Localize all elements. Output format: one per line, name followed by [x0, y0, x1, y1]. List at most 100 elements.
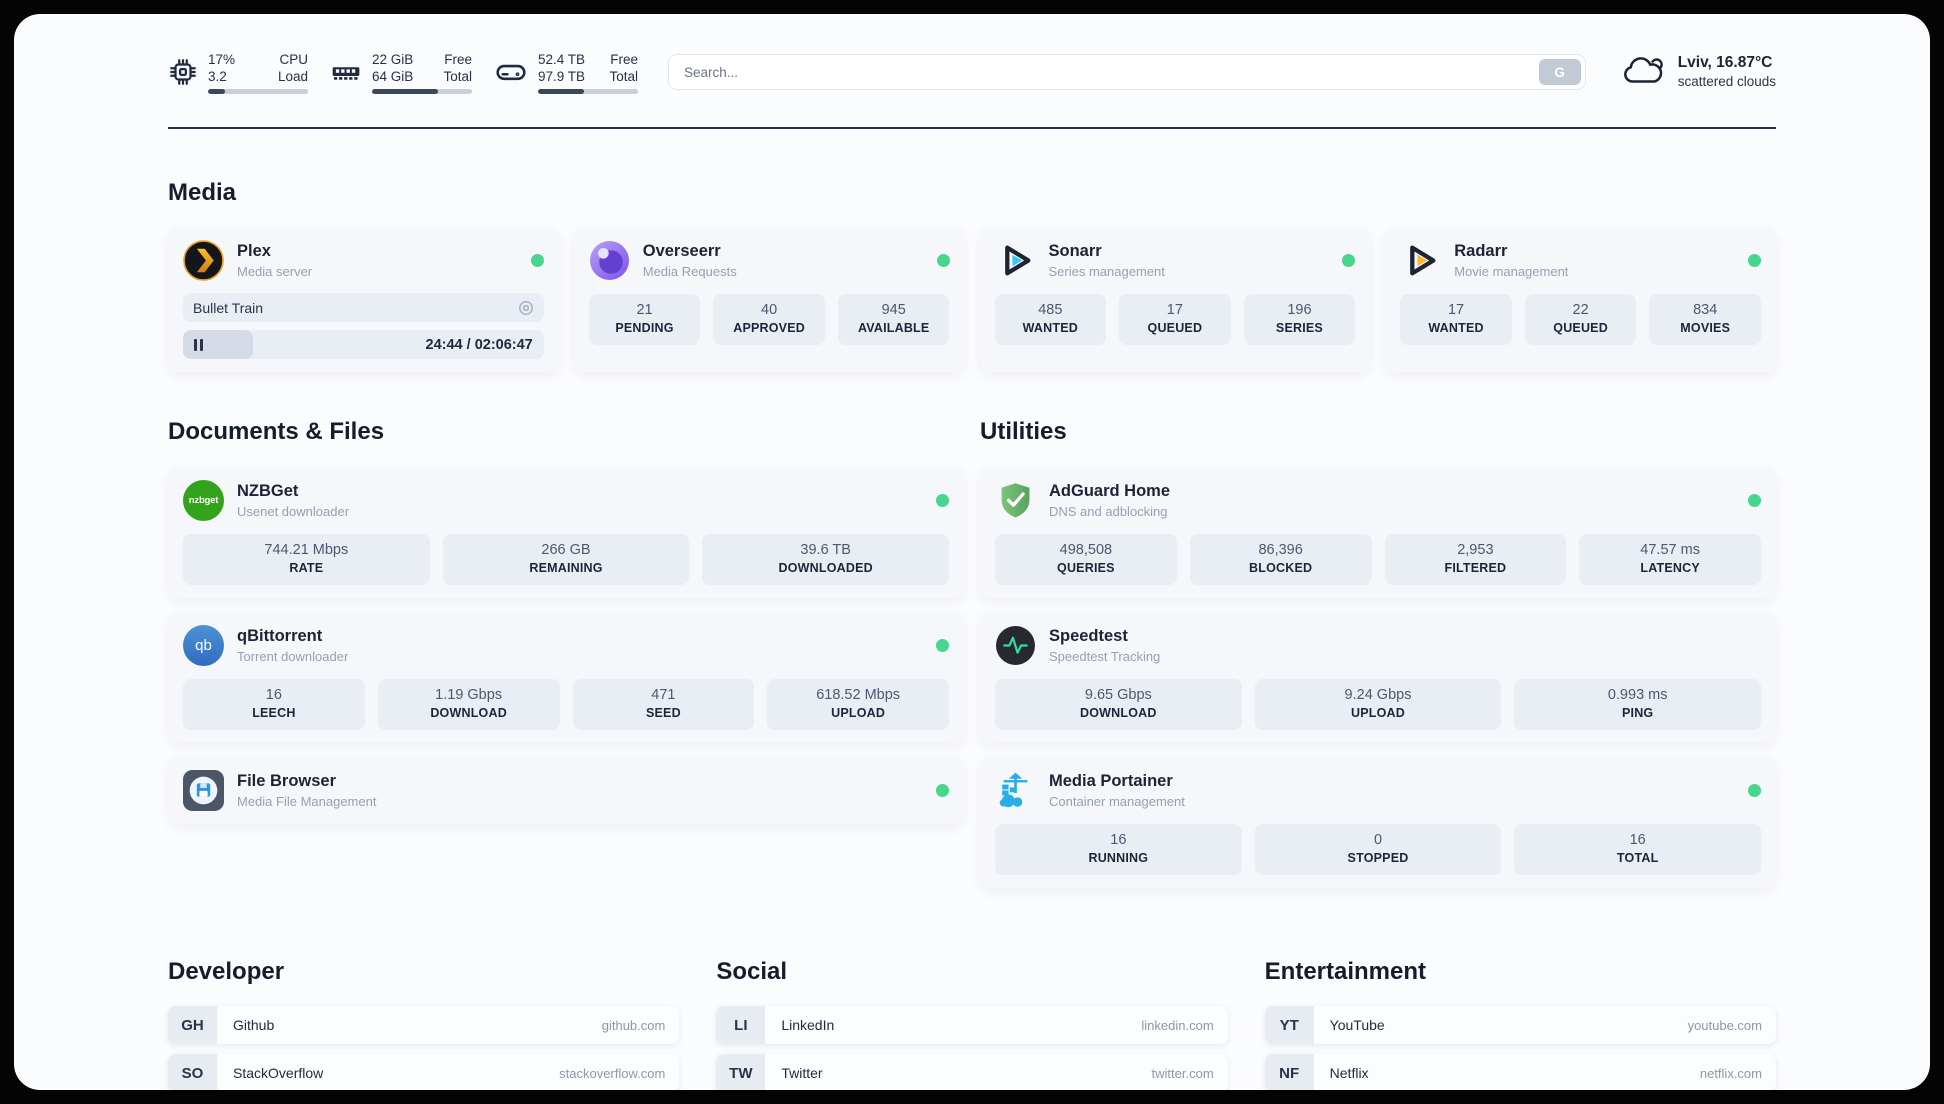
stat-label: REMAINING	[529, 561, 603, 575]
pause-icon[interactable]	[194, 338, 204, 351]
stat-box: 0 STOPPED	[1254, 824, 1502, 875]
plex-icon	[183, 240, 224, 281]
app-card-portainer[interactable]: Media Portainer Container management 16 …	[980, 757, 1776, 888]
stat-label: RATE	[289, 561, 324, 575]
bookmark-twitter[interactable]: TW Twitter twitter.com	[716, 1054, 1228, 1090]
stat-value: 0.993 ms	[1607, 687, 1668, 703]
app-subtitle: Series management	[1048, 264, 1165, 279]
app-title: qBittorrent	[237, 627, 323, 645]
bookmark-youtube[interactable]: YT YouTube youtube.com	[1264, 1006, 1776, 1044]
stat-value: 16	[1629, 832, 1646, 848]
system-stats: 17% CPU 3.2 Load	[168, 51, 638, 94]
bookmark-stackoverflow[interactable]: SO StackOverflow stackoverflow.com	[168, 1054, 680, 1090]
app-card-overseerr[interactable]: Overseerr Media Requests 21 PENDING 40 A…	[573, 227, 965, 372]
stat-label: QUERIES	[1057, 561, 1115, 575]
playback-progress-row: 24:44 / 02:06:47	[183, 330, 544, 359]
app-card-qbittorrent[interactable]: qb qBittorrent Torrent downloader 16 LEE…	[168, 612, 964, 743]
app-card-radarr[interactable]: Radarr Movie management 17 WANTED 22 QUE…	[1385, 227, 1776, 372]
stat-value: 22	[1572, 302, 1589, 318]
stat-label: APPROVED	[733, 321, 805, 335]
stat-box: 0.993 ms PING	[1514, 679, 1762, 730]
adguard-icon	[995, 480, 1036, 521]
app-card-sonarr[interactable]: Sonarr Series management 485 WANTED 17 Q…	[979, 227, 1371, 372]
disk-total: 97.9 TB	[538, 68, 586, 84]
now-playing-title: Bullet Train	[193, 299, 264, 316]
qbittorrent-icon: qb	[183, 625, 224, 666]
stat-value: 21	[636, 302, 653, 318]
stat-box: 9.24 Gbps UPLOAD	[1254, 679, 1502, 730]
stat-value: 47.57 ms	[1640, 542, 1700, 558]
ram-free-label: Free	[444, 51, 472, 67]
stat-value: 498,508	[1059, 542, 1113, 558]
ram-total-label: Total	[443, 68, 472, 84]
stat-box: 945 AVAILABLE	[837, 294, 950, 345]
stat-value: 16	[265, 687, 282, 703]
stat-label: WANTED	[1428, 321, 1484, 335]
app-card-filebrowser[interactable]: File Browser Media File Management	[168, 757, 964, 824]
search-input[interactable]	[668, 54, 1586, 90]
status-dot-online	[936, 784, 949, 797]
stat-label: DOWNLOAD	[1080, 706, 1157, 720]
bookmark-url: stackoverflow.com	[559, 1065, 666, 1081]
bookmark-name: Netflix	[1329, 1065, 1369, 1081]
stat-label: STOPPED	[1347, 851, 1409, 865]
stat-box: 40 APPROVED	[713, 294, 825, 345]
stat-label: TOTAL	[1616, 851, 1659, 865]
stat-value: 471	[651, 687, 676, 703]
app-subtitle: Usenet downloader	[237, 504, 350, 519]
app-title: AdGuard Home	[1049, 482, 1171, 500]
stat-box: 17 QUEUED	[1119, 294, 1231, 345]
bookmark-badge: TW	[716, 1054, 766, 1090]
status-dot-online	[936, 494, 949, 507]
search-engine-button[interactable]: G	[1538, 59, 1581, 85]
stat-box: 47.57 ms LATENCY	[1579, 534, 1761, 585]
bookmark-badge: GH	[168, 1006, 217, 1044]
app-card-speedtest[interactable]: Speedtest Speedtest Tracking 9.65 Gbps D…	[980, 612, 1776, 743]
session-target-icon[interactable]	[518, 300, 534, 316]
stat-label: DOWNLOAD	[430, 706, 507, 720]
stat-label: LEECH	[252, 706, 296, 720]
app-title: Plex	[237, 242, 271, 260]
app-subtitle: Movie management	[1454, 264, 1569, 279]
app-subtitle: Torrent downloader	[237, 649, 349, 664]
app-card-nzbget[interactable]: nzbget NZBGet Usenet downloader 744.21 M…	[168, 467, 964, 598]
stat-value: 196	[1287, 302, 1312, 318]
status-dot-online	[1748, 784, 1761, 797]
stat-value: 17	[1447, 302, 1465, 318]
stat-box: 16 TOTAL	[1514, 824, 1762, 875]
section-title-entertainment: Entertainment	[1264, 958, 1427, 985]
stat-value: 39.6 TB	[800, 542, 851, 558]
stat-value: 17	[1166, 302, 1183, 318]
stat-box: 196 SERIES	[1243, 294, 1356, 345]
stat-box: 21 PENDING	[588, 294, 701, 345]
status-dot-online	[530, 254, 544, 267]
section-title-social: Social	[716, 958, 788, 985]
section-title-utilities: Utilities	[980, 418, 1067, 445]
stat-box: 266 GB REMAINING	[442, 534, 690, 585]
ram-progress-fill	[372, 88, 438, 94]
header-divider	[168, 127, 1776, 129]
stat-label: PING	[1621, 706, 1654, 720]
ram-stat-group: 22 GiB Free 64 GiB Total	[330, 51, 472, 94]
bookmark-name: LinkedIn	[781, 1017, 835, 1033]
app-title: Speedtest	[1049, 627, 1128, 645]
playback-time: 24:44 / 02:06:47	[425, 336, 533, 353]
stat-label: RUNNING	[1088, 851, 1149, 865]
stat-label: MOVIES	[1680, 321, 1731, 335]
disk-free-label: Free	[610, 51, 638, 67]
app-subtitle: Media File Management	[237, 794, 377, 809]
stat-value: 485	[1038, 302, 1063, 318]
bookmark-linkedin[interactable]: LI LinkedIn linkedin.com	[716, 1006, 1228, 1044]
app-card-plex[interactable]: Plex Media server Bullet Train	[168, 227, 559, 372]
now-playing-row: Bullet Train	[183, 293, 544, 322]
bookmark-url: netflix.com	[1699, 1065, 1762, 1081]
stat-label: FILTERED	[1444, 561, 1507, 575]
app-title: Sonarr	[1048, 242, 1102, 260]
app-card-adguard[interactable]: AdGuard Home DNS and adblocking 498,508 …	[980, 467, 1776, 598]
status-dot-online	[936, 639, 949, 652]
stat-value: 86,396	[1258, 542, 1303, 558]
bookmark-netflix[interactable]: NF Netflix netflix.com	[1264, 1054, 1776, 1090]
app-title: File Browser	[237, 772, 337, 790]
bookmark-github[interactable]: GH Github github.com	[168, 1006, 680, 1044]
